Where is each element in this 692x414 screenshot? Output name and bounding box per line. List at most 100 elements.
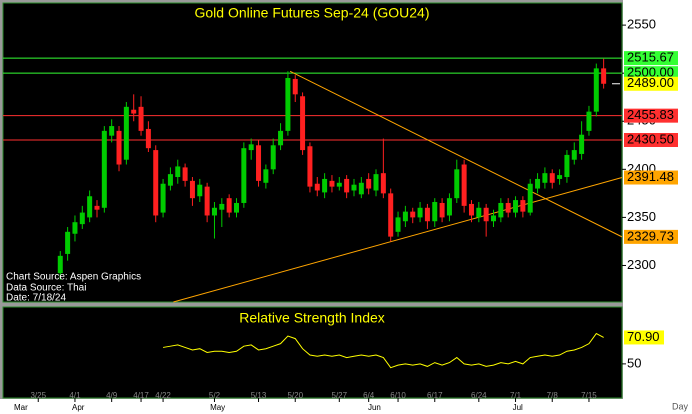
candle-body (535, 178, 541, 189)
x-tick-label: 7/8 (547, 391, 559, 400)
x-tick-label: 5/13 (251, 391, 267, 400)
candle-body (505, 202, 511, 213)
candle-body (557, 175, 563, 179)
candle-body (498, 202, 504, 218)
level-label-box (624, 133, 678, 148)
candle-body (336, 182, 342, 187)
candle-body (300, 96, 306, 151)
trendline (173, 177, 623, 303)
candle-body (322, 178, 328, 193)
month-label: Jul (513, 403, 523, 412)
candle-body (189, 180, 195, 199)
level-label-box (624, 108, 678, 123)
x-tick-label: 4/9 (106, 391, 118, 400)
candle-body (153, 150, 159, 216)
candle-body (351, 184, 357, 191)
y-tick-label: 2300 (627, 257, 656, 272)
x-tick-label: 3/25 (30, 391, 46, 400)
candle-body (219, 203, 225, 210)
candle-body (491, 215, 497, 222)
x-axis-label: Day (672, 401, 689, 411)
candle-body (79, 212, 85, 225)
candle-body (109, 126, 115, 136)
x-tick-label: 4/17 (133, 391, 149, 400)
x-tick-label: 5/27 (332, 391, 348, 400)
candle-body (278, 130, 284, 146)
rsi-last-label: 70.90 (627, 329, 660, 344)
candle-body (138, 106, 144, 131)
candle-body (270, 145, 276, 170)
candle-body (468, 203, 474, 216)
candle-body (197, 184, 203, 197)
candle-body (395, 217, 401, 232)
candle-body (285, 77, 291, 131)
trendline-label: 2329.73 (627, 228, 674, 243)
candle-body (542, 173, 548, 183)
candle-body (424, 207, 430, 222)
month-label: May (210, 403, 225, 412)
candle-body (57, 255, 63, 274)
rsi-line (162, 332, 604, 369)
candle-body (366, 178, 372, 189)
candle-body (402, 211, 408, 222)
candle-body (564, 154, 570, 178)
trendline-label-box (624, 229, 678, 244)
level-label: 2430.50 (627, 131, 674, 146)
candle-body (476, 207, 482, 218)
candle-body (329, 180, 335, 187)
y-tick-label: 2550 (627, 17, 656, 32)
x-tick-label: 6/4 (363, 391, 375, 400)
note: Chart Source: Aspen Graphics (6, 272, 141, 283)
candle-body (211, 207, 217, 216)
candle-body (520, 200, 526, 212)
last-price-label: 2489.00 (627, 75, 674, 90)
chart-title: Gold Online Futures Sep-24 (GOU24) (195, 5, 430, 21)
candle-body (167, 174, 173, 186)
candle-body (182, 167, 188, 181)
candle-body (307, 146, 313, 187)
date-axis-area (0, 399, 692, 414)
rsi-tick-label: 50 (627, 355, 641, 370)
level-label: 2455.83 (627, 107, 674, 122)
x-tick-label: 6/17 (427, 391, 443, 400)
candle-body (380, 173, 386, 194)
level-label: 2515.67 (627, 50, 674, 65)
candle-body (256, 145, 262, 181)
trendline (289, 70, 623, 238)
candle-body (175, 166, 181, 178)
candle-body (410, 211, 416, 218)
candle-body (593, 68, 599, 112)
note: Date: 7/18/24 (6, 293, 66, 304)
x-tick-label: 6/10 (390, 391, 406, 400)
candle-body (314, 183, 320, 191)
candle-body (241, 148, 247, 203)
level-label-box (624, 51, 678, 66)
candle-body (446, 198, 452, 216)
candle-body (87, 196, 93, 218)
level-label: 2500.00 (627, 65, 674, 80)
candle-body (234, 202, 240, 213)
rsi-panel (2, 306, 623, 399)
month-label: Jun (368, 403, 381, 412)
candle-body (358, 182, 364, 195)
candle-body (116, 130, 122, 165)
y-tick-label: 2350 (627, 209, 656, 224)
candle-body (549, 173, 555, 183)
x-tick-label: 7/1 (510, 391, 522, 400)
candle-body (292, 78, 298, 95)
rsi-title: Relative Strength Index (239, 310, 385, 326)
trendline-label-box (624, 170, 678, 185)
rsi-last-box (624, 330, 664, 345)
candle-body (204, 186, 210, 216)
candle-body (248, 144, 254, 151)
candle-body (439, 202, 445, 218)
candle-body (72, 222, 78, 234)
candle-body (94, 205, 100, 210)
x-tick-label: 5/20 (287, 391, 303, 400)
plot-layer (3, 57, 623, 369)
x-tick-label: 7/15 (581, 391, 597, 400)
last-price-label-box (624, 76, 678, 91)
candle-body (601, 68, 607, 84)
candle-body (145, 128, 151, 149)
